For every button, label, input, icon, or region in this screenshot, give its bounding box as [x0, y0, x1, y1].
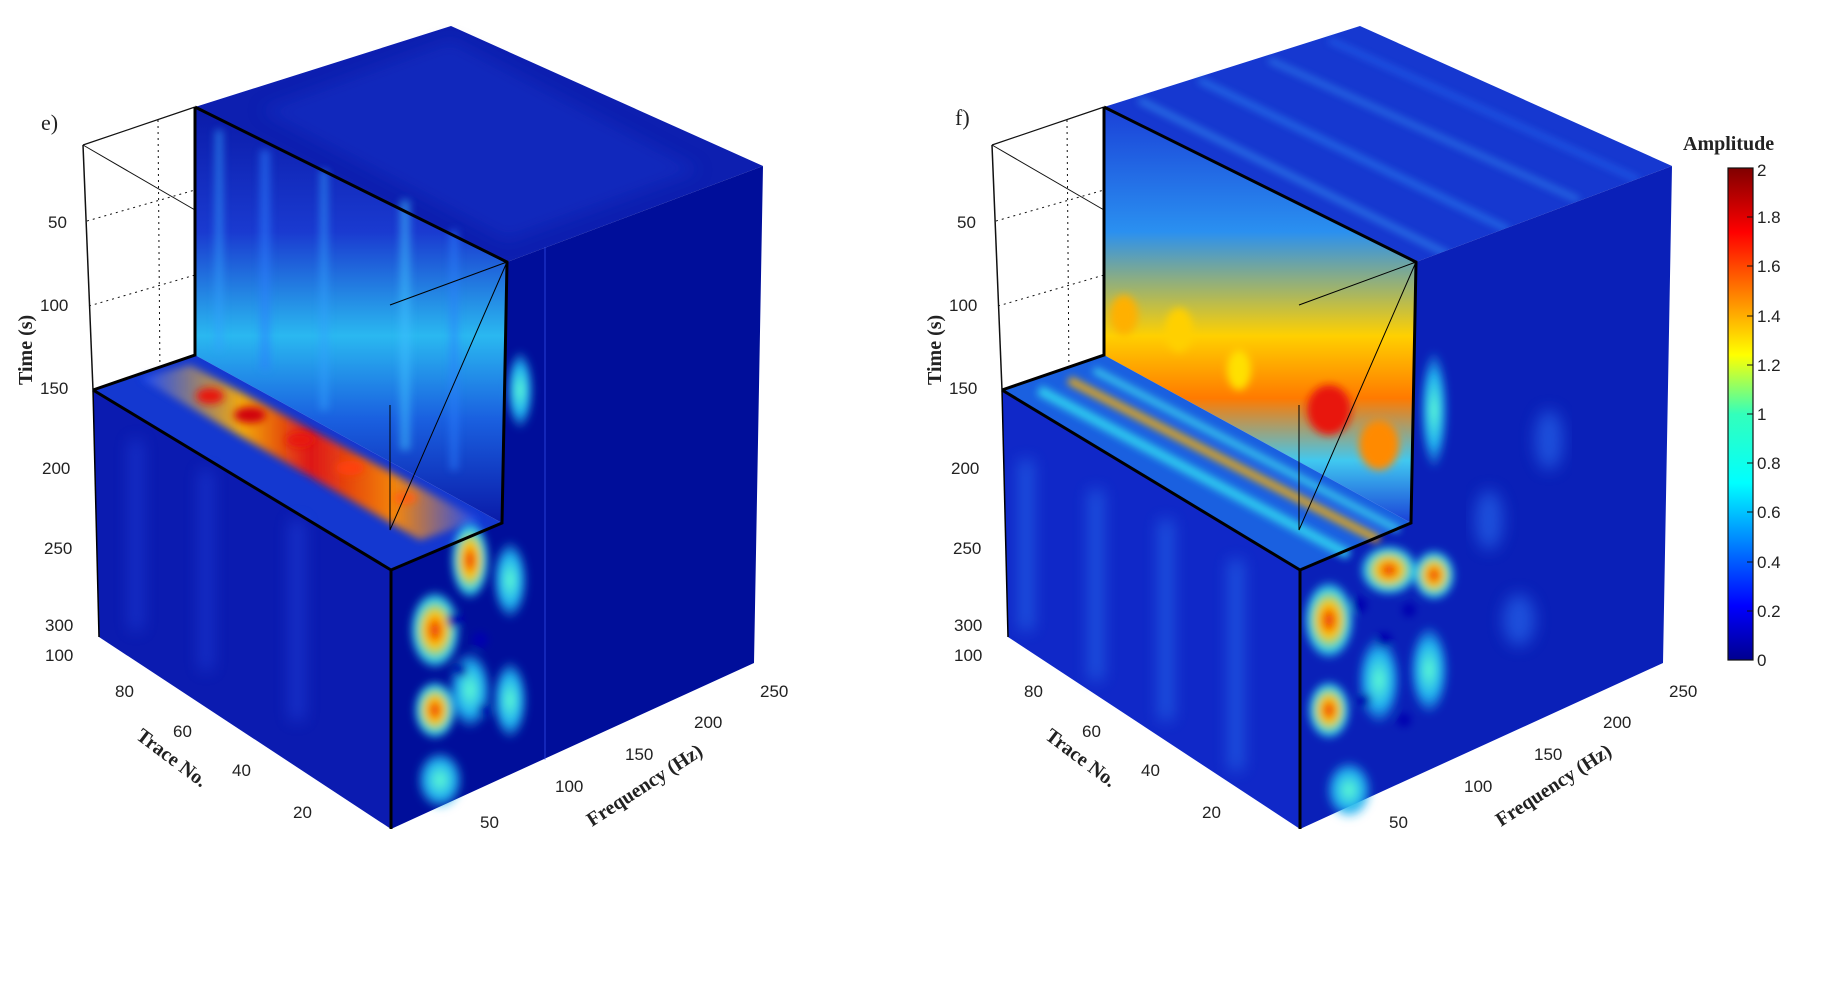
- slice-horizontal: [1002, 355, 1411, 570]
- svg-text:200: 200: [42, 459, 70, 478]
- axis-label-trace: Trace No.: [132, 724, 211, 791]
- svg-text:300: 300: [45, 616, 73, 635]
- svg-text:40: 40: [1141, 761, 1160, 780]
- svg-text:60: 60: [1082, 722, 1101, 741]
- svg-text:60: 60: [173, 722, 192, 741]
- svg-text:100: 100: [555, 777, 583, 796]
- svg-text:100: 100: [1464, 777, 1492, 796]
- colorbar-title: Amplitude: [1683, 133, 1774, 155]
- svg-text:1.8: 1.8: [1757, 208, 1781, 227]
- cube-front-face: [93, 390, 391, 829]
- svg-text:0.8: 0.8: [1757, 454, 1781, 473]
- svg-text:0: 0: [1757, 651, 1766, 670]
- trace-ticks: 100 80 60 40 20: [45, 646, 312, 822]
- svg-text:50: 50: [48, 213, 67, 232]
- svg-text:100: 100: [954, 646, 982, 665]
- svg-text:50: 50: [957, 213, 976, 232]
- axis-wireframe: [82, 106, 196, 391]
- axis-label-trace: Trace No.: [1041, 724, 1120, 791]
- axis-label-time: Time (s): [15, 315, 37, 385]
- svg-text:80: 80: [1024, 682, 1043, 701]
- svg-text:150: 150: [625, 745, 653, 764]
- svg-text:0.2: 0.2: [1757, 602, 1781, 621]
- colorbar-ticks: 0 0.2 0.4 0.6 0.8 1 1.2 1.4 1.6 1.8 2: [1757, 161, 1781, 670]
- svg-text:150: 150: [1534, 745, 1562, 764]
- cube-front-face: [1002, 390, 1300, 829]
- svg-text:150: 150: [949, 379, 977, 398]
- svg-text:20: 20: [293, 803, 312, 822]
- axis-label-time: Time (s): [924, 315, 946, 385]
- svg-text:20: 20: [1202, 803, 1221, 822]
- svg-text:100: 100: [40, 296, 68, 315]
- svg-text:150: 150: [40, 379, 68, 398]
- cube-top-face: [1104, 26, 1672, 262]
- trace-ticks: 100 80 60 40 20: [954, 646, 1221, 822]
- svg-text:250: 250: [1669, 682, 1697, 701]
- panel-label: e): [41, 110, 58, 135]
- cube-edges: [92, 105, 509, 829]
- svg-text:2: 2: [1757, 161, 1766, 180]
- time-ticks: 50 100 150 200 250 300: [949, 213, 982, 635]
- svg-text:0.4: 0.4: [1757, 553, 1781, 572]
- svg-text:250: 250: [44, 539, 72, 558]
- axis-wireframe: [991, 106, 1105, 391]
- colorbar: Amplitude 0 0.2 0.4 0.6 0.8 1 1.2 1.4 1.…: [1683, 133, 1781, 670]
- svg-text:1.2: 1.2: [1757, 356, 1781, 375]
- time-ticks: 50 100 150 200 250 300: [40, 213, 73, 635]
- svg-text:1.4: 1.4: [1757, 307, 1781, 326]
- svg-text:100: 100: [949, 296, 977, 315]
- svg-text:50: 50: [480, 813, 499, 832]
- panel-e: e) Time (s) 50 100 150 200 250 300 100 8…: [15, 26, 788, 832]
- svg-text:250: 250: [760, 682, 788, 701]
- svg-text:200: 200: [951, 459, 979, 478]
- panel-f: f) Time (s) 50 100 150 200 250 300 100 8…: [924, 26, 1697, 832]
- cut-face-vertical: [195, 107, 507, 523]
- svg-text:40: 40: [232, 761, 251, 780]
- freq-blobs: [409, 350, 534, 810]
- svg-text:200: 200: [1603, 713, 1631, 732]
- panel-label: f): [955, 105, 970, 130]
- svg-text:50: 50: [1389, 813, 1408, 832]
- freq-ticks: 50 100 150 200 250: [480, 682, 788, 832]
- freq-ticks: 50 100 150 200 250: [1389, 682, 1697, 832]
- svg-text:100: 100: [45, 646, 73, 665]
- svg-text:250: 250: [953, 539, 981, 558]
- svg-text:80: 80: [115, 682, 134, 701]
- svg-text:200: 200: [694, 713, 722, 732]
- svg-text:300: 300: [954, 616, 982, 635]
- svg-text:1: 1: [1757, 405, 1766, 424]
- freq-blobs: [1303, 350, 1456, 820]
- svg-text:0.6: 0.6: [1757, 503, 1781, 522]
- cube-edges: [1001, 105, 1418, 829]
- svg-text:1.6: 1.6: [1757, 257, 1781, 276]
